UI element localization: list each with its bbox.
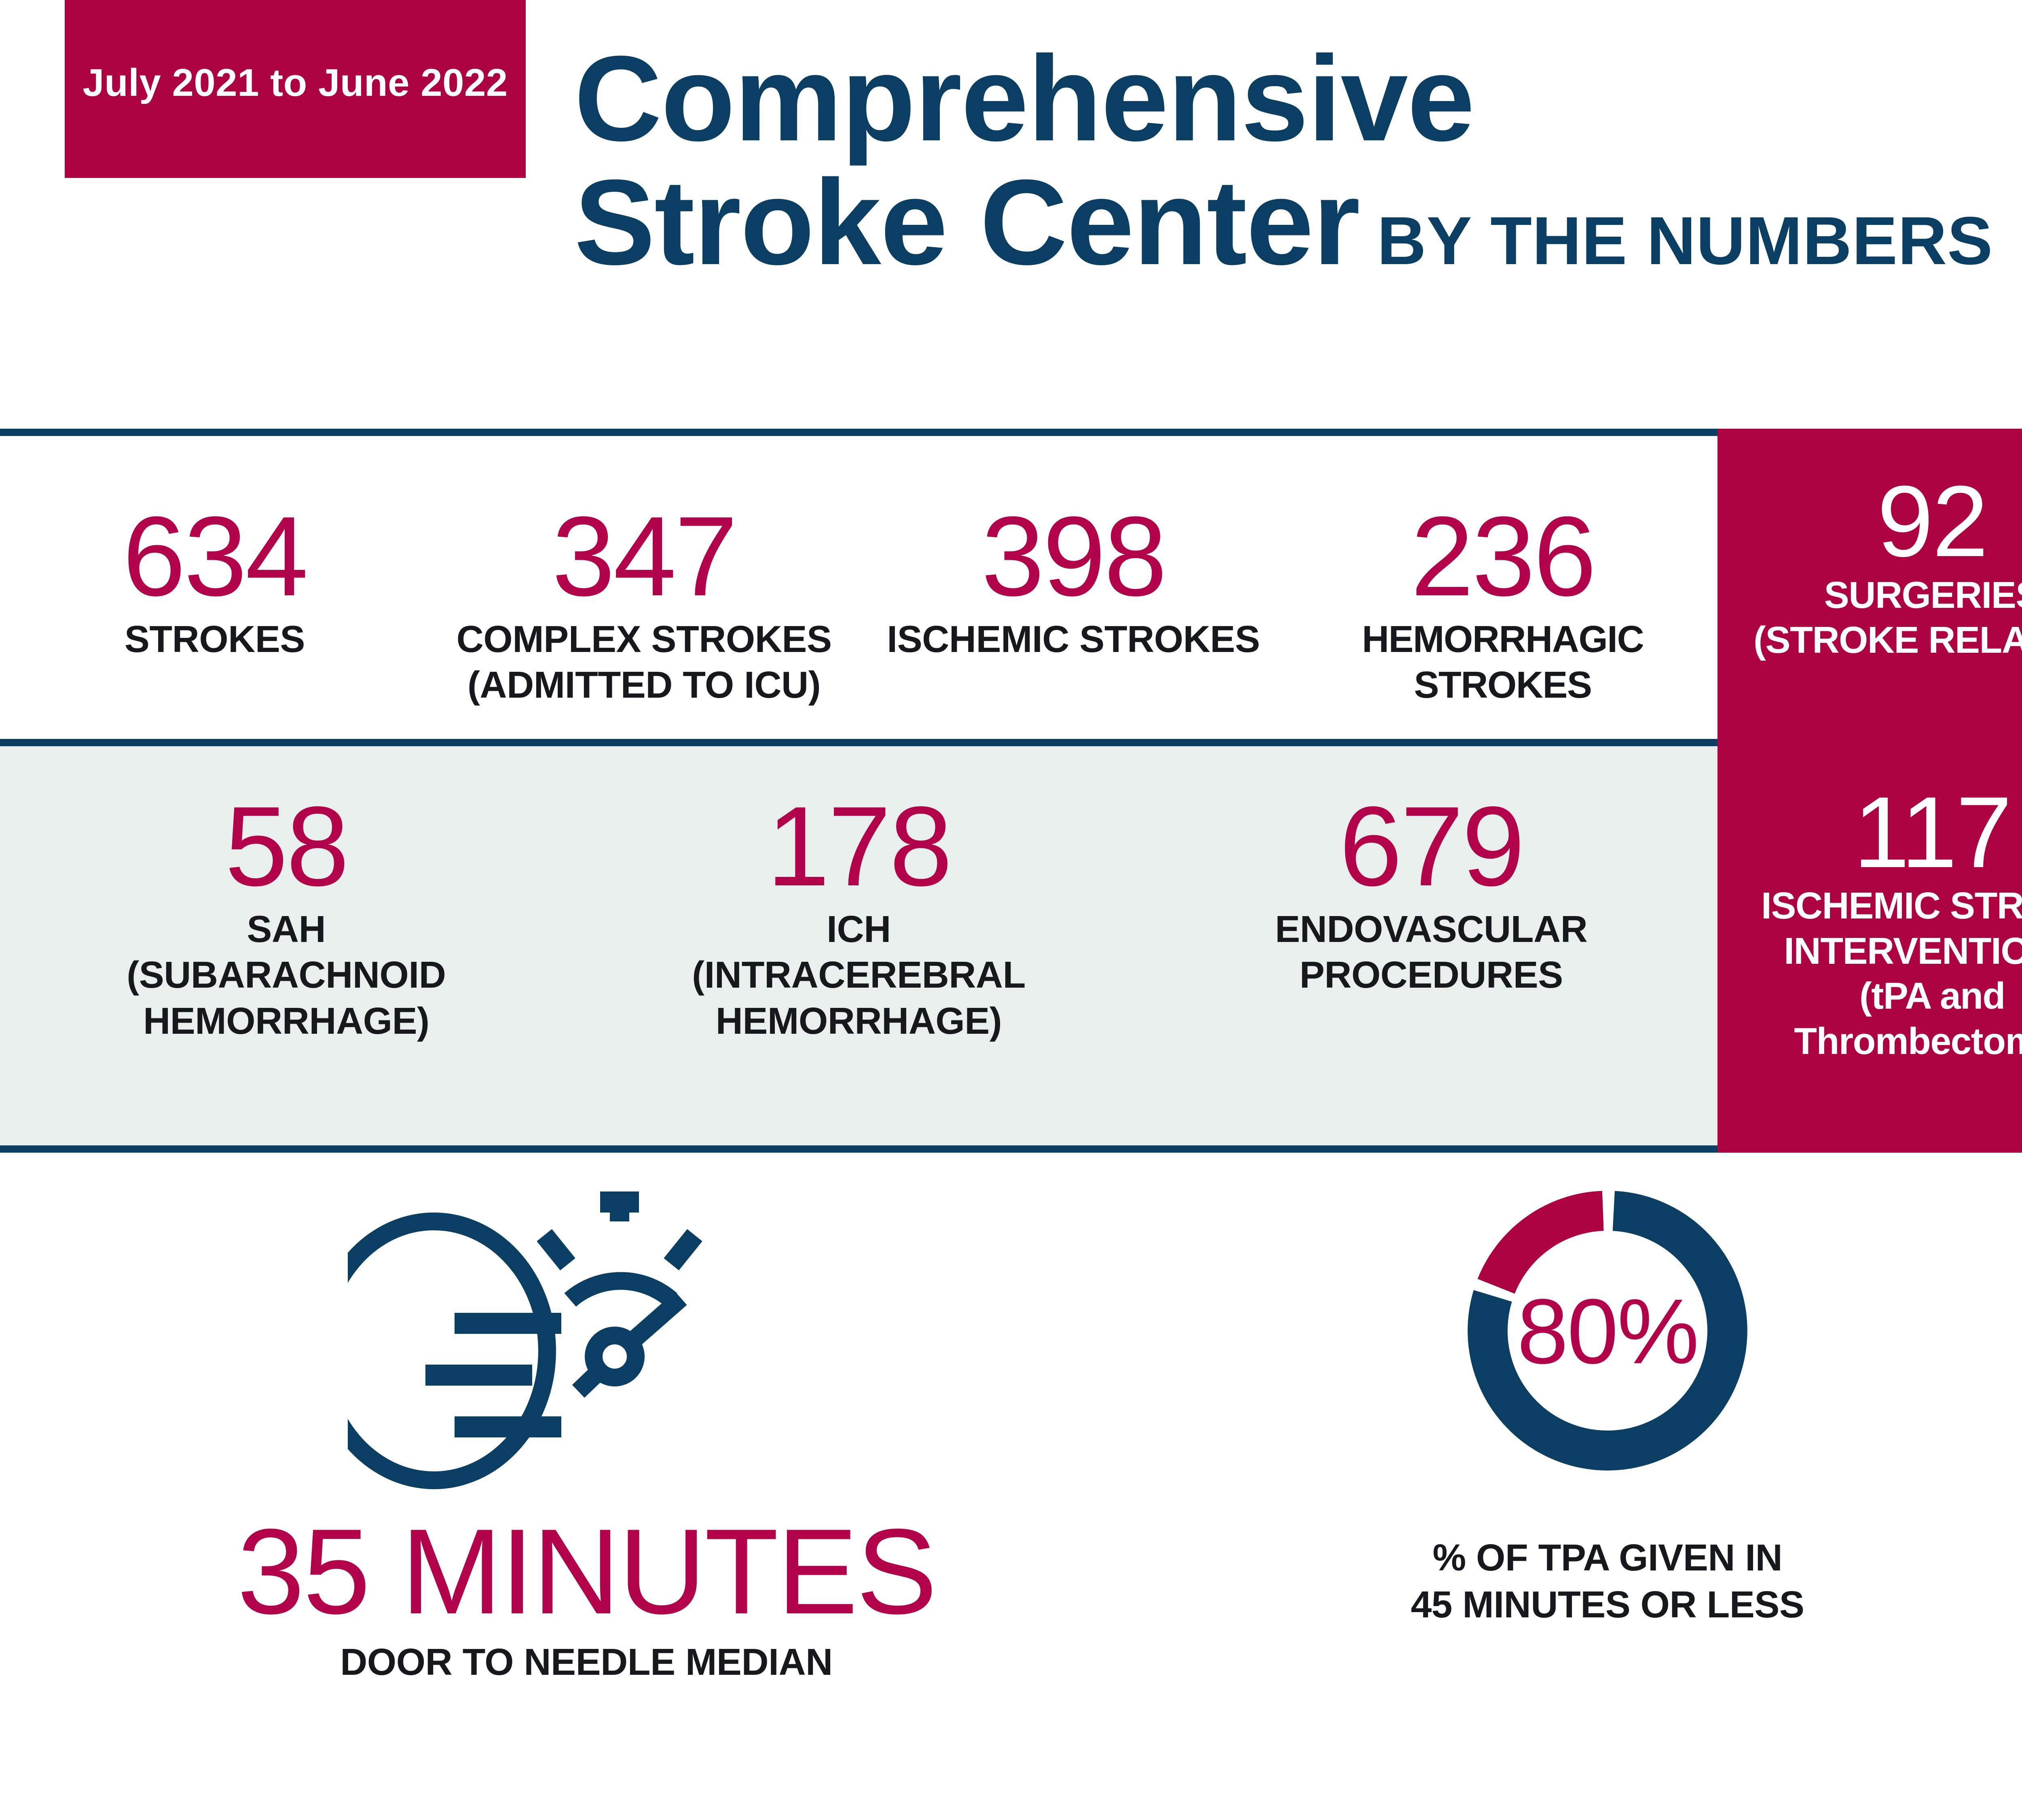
stat-card: 347 COMPLEX STROKES (ADMITTED TO ICU) [429, 493, 859, 708]
stat-value: 58 [225, 783, 349, 910]
door-to-needle-value: 35 MINUTES [237, 1503, 937, 1639]
stat-value: 347 [552, 493, 738, 620]
stat-card: 679 ENDOVASCULAR PROCEDURES [1145, 783, 1717, 998]
stat-card: 398 ISCHEMIC STROKES [859, 493, 1288, 662]
title-line-1: Comprehensive [574, 30, 1475, 166]
stat-value: 117 [1853, 775, 2012, 889]
stats-section: 634 STROKES 347 COMPLEX STROKES (ADMITTE… [0, 429, 2022, 1153]
stat-value: 92 [1877, 465, 1988, 578]
title-line-2: Stroke Center [574, 154, 1360, 290]
stat-value: 679 [1339, 783, 1525, 910]
stat-label: HEMORRHAGIC STROKES [1362, 618, 1644, 706]
stat-label: ISCHEMIC STROKE INTERVENTIONS (tPA and T… [1761, 885, 2022, 1062]
door-to-needle-card: 35 MINUTES DOOR TO NEEDLE MEDIAN [0, 1153, 1173, 1820]
donut-center-value: 80% [1517, 1280, 1699, 1383]
stat-card: 58 SAH (SUBARACHNOID HEMORRHAGE) [0, 783, 573, 1044]
stat-value: 236 [1411, 493, 1596, 620]
stat-value: 634 [123, 493, 308, 620]
stat-label: SAH (SUBARACHNOID HEMORRHAGE) [127, 908, 446, 1042]
stat-label: STROKES [124, 618, 305, 660]
stat-value: 398 [981, 493, 1167, 620]
stat-label: ENDOVASCULAR PROCEDURES [1275, 908, 1588, 996]
stat-card: 634 STROKES [0, 493, 429, 662]
door-to-needle-caption: DOOR TO NEEDLE MEDIAN [340, 1641, 833, 1683]
stat-card: 117 ISCHEMIC STROKE INTERVENTIONS (tPA a… [1717, 775, 2022, 1064]
stopwatch-speed-icon [311, 1177, 825, 1511]
page-title: Comprehensive Stroke Center BY THE NUMBE… [574, 36, 1993, 284]
crimson-stats-panel: 92 SURGERIES (STROKE RELATED) 117 ISCHEM… [1717, 429, 2022, 1153]
stat-label: ICH (INTRACEREBRAL HEMORRHAGE) [692, 908, 1026, 1042]
header: July 2021 to June 2022 Comprehensive Str… [0, 0, 2022, 429]
stat-label: SURGERIES (STROKE RELATED) [1753, 574, 2022, 661]
stat-value: 178 [766, 783, 952, 910]
stat-card: 178 ICH (INTRACEREBRAL HEMORRHAGE) [573, 783, 1145, 1044]
stats-row-white: 634 STROKES 347 COMPLEX STROKES (ADMITTE… [0, 429, 1717, 746]
date-range-badge: July 2021 to June 2022 [65, 0, 526, 178]
stat-card: 92 SURGERIES (STROKE RELATED) [1717, 465, 2022, 663]
title-subtitle: BY THE NUMBERS [1377, 203, 1993, 279]
stats-left-columns: 634 STROKES 347 COMPLEX STROKES (ADMITTE… [0, 429, 1717, 1153]
stat-card: 236 HEMORRHAGIC STROKES [1288, 493, 1717, 708]
stat-label: ISCHEMIC STROKES [887, 618, 1260, 660]
stat-label: COMPLEX STROKES (ADMITTED TO ICU) [456, 618, 832, 706]
bottom-section: 35 MINUTES DOOR TO NEEDLE MEDIAN 80% % O… [0, 1153, 2022, 1820]
stats-row-gray: 58 SAH (SUBARACHNOID HEMORRHAGE) 178 ICH… [0, 746, 1717, 1153]
tpa-donut-caption: % OF TPA GIVEN IN 45 MINUTES OR LESS [1411, 1536, 1804, 1626]
donut-chart: 80% [1454, 1177, 1761, 1486]
tpa-donut-card: 80% % OF TPA GIVEN IN 45 MINUTES OR LESS [1173, 1153, 2022, 1820]
